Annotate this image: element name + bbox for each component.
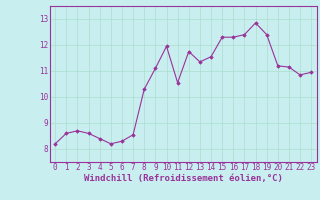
X-axis label: Windchill (Refroidissement éolien,°C): Windchill (Refroidissement éolien,°C) [84, 174, 283, 183]
